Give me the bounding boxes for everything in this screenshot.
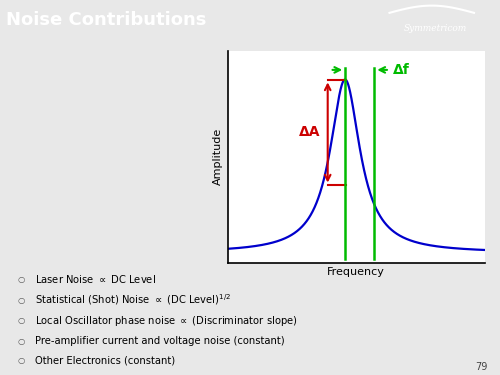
Text: Other Electronics (constant): Other Electronics (constant) <box>35 356 175 366</box>
Text: Local Oscillator phase noise $\propto$ (Discriminator slope): Local Oscillator phase noise $\propto$ (… <box>35 314 298 328</box>
Text: 79: 79 <box>475 362 488 372</box>
Text: ΔA: ΔA <box>299 126 320 140</box>
Text: Symmetricom: Symmetricom <box>404 24 466 33</box>
Text: Noise Contributions: Noise Contributions <box>6 11 206 29</box>
X-axis label: Frequency: Frequency <box>328 267 385 277</box>
Text: ○: ○ <box>18 296 25 304</box>
Text: ○: ○ <box>18 316 25 325</box>
Text: ○: ○ <box>18 275 25 284</box>
Text: Δf: Δf <box>392 63 409 77</box>
Text: ○: ○ <box>18 337 25 346</box>
Text: Laser Noise $\propto$ DC Level: Laser Noise $\propto$ DC Level <box>35 273 156 285</box>
Text: Statistical (Shot) Noise $\propto$ (DC Level)$^{1/2}$: Statistical (Shot) Noise $\propto$ (DC L… <box>35 292 231 308</box>
Y-axis label: Amplitude: Amplitude <box>214 128 224 185</box>
Text: Pre-amplifier current and voltage noise (constant): Pre-amplifier current and voltage noise … <box>35 336 284 346</box>
Text: ○: ○ <box>18 356 25 365</box>
